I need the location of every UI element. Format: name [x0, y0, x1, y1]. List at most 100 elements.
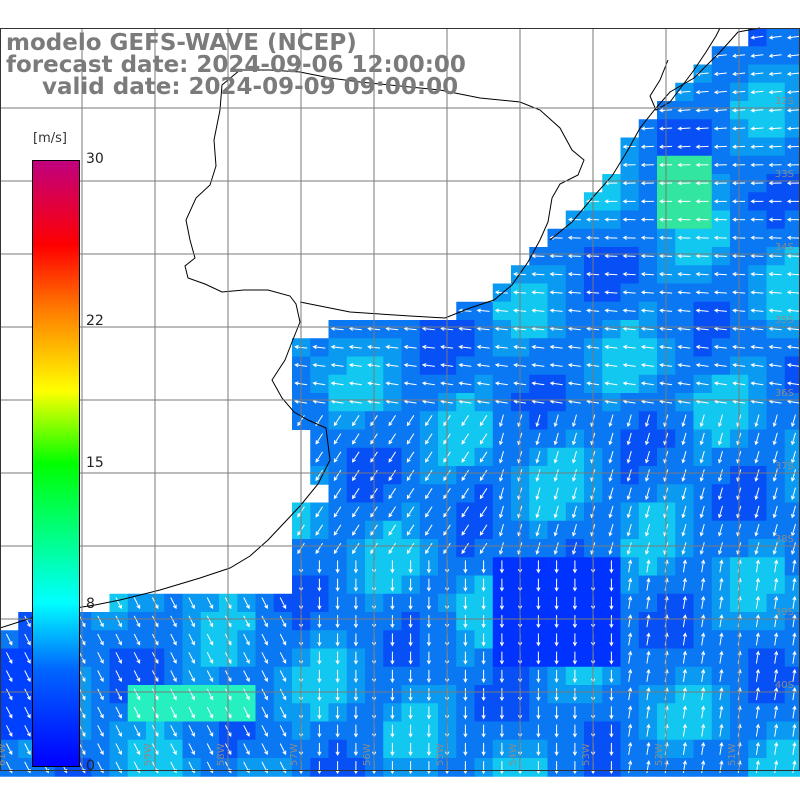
wind-arrow	[24, 688, 31, 701]
wind-arrow	[750, 344, 764, 350]
wind-arrow	[682, 687, 687, 701]
wind-arrow	[567, 290, 581, 295]
wind-arrow	[755, 632, 760, 646]
wind-arrow	[535, 432, 541, 446]
wind-arrow	[750, 71, 764, 77]
wind-arrow	[461, 506, 470, 518]
wind-arrow	[713, 253, 727, 259]
wind-arrow	[24, 615, 31, 628]
wind-arrow	[463, 633, 468, 647]
wind-arrow	[755, 668, 760, 682]
wind-arrow	[701, 577, 706, 591]
wind-arrow	[279, 652, 287, 664]
wind-arrow	[713, 217, 727, 222]
wind-arrow	[385, 363, 399, 368]
wind-arrow	[481, 560, 486, 574]
wind-arrow	[750, 126, 764, 131]
wind-arrow	[24, 706, 31, 719]
wind-arrow	[554, 578, 559, 592]
wind-arrow	[677, 126, 691, 131]
wind-arrow	[426, 578, 432, 592]
wind-arrow	[206, 688, 214, 701]
wind-arrow	[681, 487, 687, 501]
wind-arrow	[317, 669, 322, 683]
wind-arrow	[499, 706, 505, 720]
wind-arrow	[494, 363, 508, 368]
wind-arrow	[622, 326, 636, 331]
wind-arrow	[774, 595, 779, 609]
wind-arrow	[791, 542, 796, 555]
wind-arrow	[549, 290, 563, 295]
wind-arrow	[5, 706, 13, 719]
wind-arrow	[499, 469, 504, 482]
wind-arrow	[681, 414, 687, 428]
wind-arrow	[699, 450, 705, 464]
wind-arrow	[628, 760, 633, 774]
wind-arrow	[353, 724, 359, 738]
wind-arrow	[750, 108, 764, 113]
wind-arrow	[554, 706, 559, 720]
wind-arrow	[768, 235, 782, 240]
wind-arrow	[206, 652, 214, 664]
wind-arrow	[677, 162, 691, 168]
wind-arrow	[786, 181, 800, 186]
wind-arrow	[677, 308, 691, 313]
wind-arrow	[408, 596, 413, 610]
wind-arrow	[5, 688, 13, 701]
wind-arrow	[604, 272, 618, 277]
wind-arrow	[792, 705, 797, 719]
wind-arrow	[476, 363, 490, 368]
wind-arrow	[640, 181, 654, 186]
wind-arrow	[681, 542, 687, 555]
wind-arrow	[768, 53, 782, 58]
wind-arrow	[695, 90, 709, 95]
wind-arrow	[768, 253, 782, 259]
wind-arrow	[463, 596, 468, 610]
wind-arrow	[677, 199, 691, 204]
wind-arrow	[333, 451, 342, 463]
wind-arrow	[408, 560, 413, 574]
wind-arrow	[261, 670, 268, 683]
wind-arrow	[499, 615, 505, 629]
wind-arrow	[719, 668, 724, 682]
wind-arrow	[701, 741, 706, 755]
wind-arrow	[481, 724, 486, 738]
wind-arrow	[315, 542, 324, 555]
wind-arrow	[317, 651, 322, 665]
wind-arrow	[279, 706, 287, 719]
wind-arrow	[786, 53, 800, 58]
wind-arrow	[768, 326, 782, 331]
wind-arrow	[335, 615, 340, 629]
wind-arrow	[677, 253, 691, 259]
wind-arrow	[494, 381, 508, 386]
wind-arrow	[609, 761, 614, 775]
wind-arrow	[572, 651, 578, 665]
wind-arrow	[640, 363, 654, 368]
wind-arrow	[786, 71, 800, 77]
wind-arrow	[115, 725, 122, 737]
wind-arrow	[549, 344, 563, 350]
wind-arrow	[315, 524, 324, 536]
wind-arrow	[170, 743, 177, 756]
wind-arrow	[426, 706, 432, 720]
wind-arrow	[786, 290, 800, 295]
wind-cell	[784, 484, 800, 503]
wind-arrow	[572, 742, 578, 756]
wind-arrow	[133, 670, 141, 683]
wind-arrow	[719, 741, 724, 755]
wind-arrow	[188, 633, 195, 646]
wind-arrow	[170, 633, 177, 646]
wind-arrow	[628, 650, 633, 664]
wind-arrow	[461, 542, 470, 555]
longitude-label: 52W	[654, 743, 665, 766]
wind-arrow	[792, 650, 797, 664]
wind-arrow	[609, 633, 614, 647]
wind-arrow	[786, 326, 800, 331]
wind-arrow	[476, 326, 490, 331]
wind-arrow	[97, 725, 104, 737]
wind-arrow	[317, 724, 322, 738]
wind-arrow	[243, 633, 250, 646]
forecast-date: forecast date: 2024-09-06 12:00:00	[6, 52, 466, 78]
wind-arrow	[677, 363, 691, 368]
